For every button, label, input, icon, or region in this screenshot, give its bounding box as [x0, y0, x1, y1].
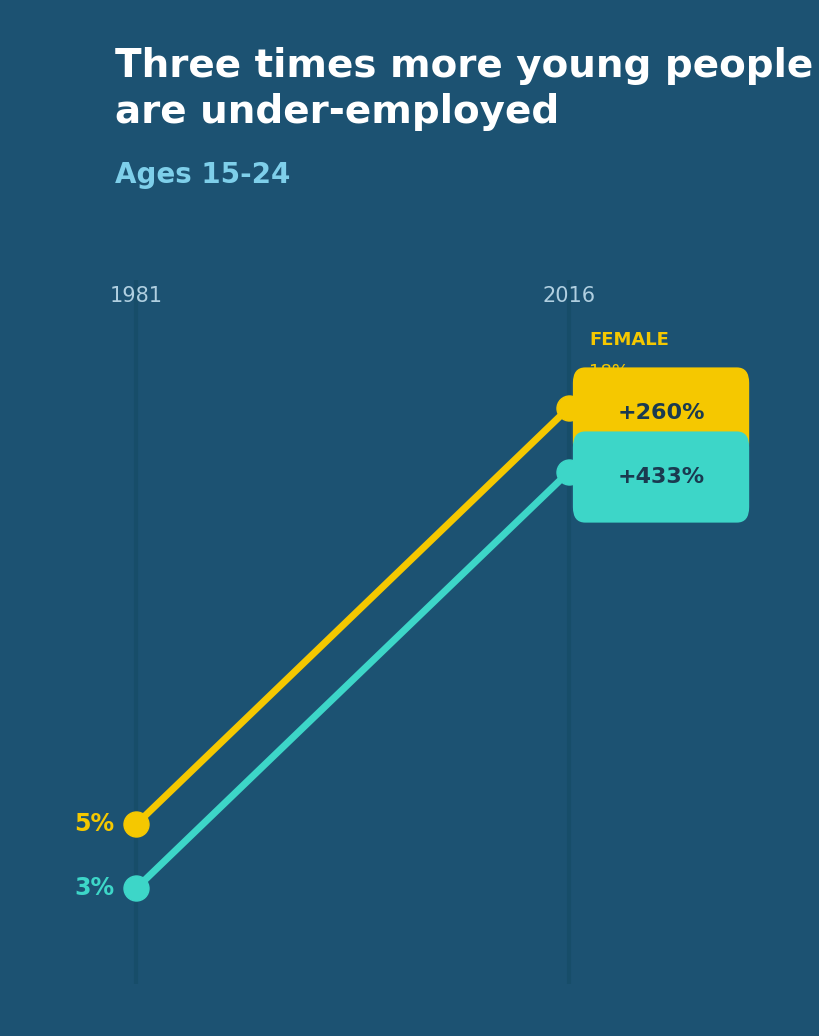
Text: 5%: 5% — [75, 812, 115, 836]
Text: are under-employed: are under-employed — [115, 93, 559, 132]
Text: FEMALE: FEMALE — [589, 332, 668, 349]
Text: +260%: +260% — [617, 403, 704, 423]
Text: Three times more young people: Three times more young people — [115, 47, 812, 85]
Text: 1981: 1981 — [110, 286, 163, 306]
Text: Ages 15-24: Ages 15-24 — [115, 161, 290, 189]
Text: 3%: 3% — [75, 876, 115, 900]
Text: 18%: 18% — [589, 363, 628, 380]
Text: MALE: MALE — [589, 396, 644, 413]
Text: +433%: +433% — [617, 467, 704, 487]
Text: 16%: 16% — [589, 427, 628, 444]
Text: 2016: 2016 — [541, 286, 595, 306]
